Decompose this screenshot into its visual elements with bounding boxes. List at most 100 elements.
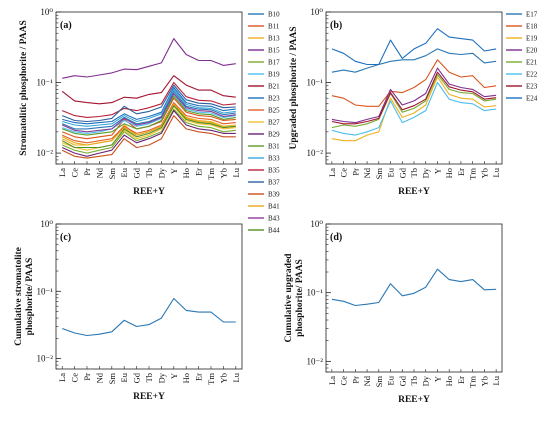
y-tick-label: 10⁻¹ xyxy=(307,288,324,298)
x-tick-label: Ce xyxy=(70,373,80,383)
legend-label-e24: E24 xyxy=(526,95,538,103)
series-line-b35 xyxy=(61,81,236,118)
x-tick-label: Yb xyxy=(218,168,228,178)
panel-label: (d) xyxy=(330,232,342,243)
series-line-b10 xyxy=(61,90,236,130)
y-tick-label: 10⁰ xyxy=(310,219,323,229)
legend-label-b44: B44 xyxy=(268,227,280,235)
x-tick-label: Pr xyxy=(82,168,92,176)
y-tick-label: 10⁻¹ xyxy=(37,286,54,296)
panel-c: 10⁰ 10⁻¹ 10⁻²La Ce Pr Nd Sm Eu Gd Tb Dy Y Ho Er Tm Yb Lu… xyxy=(14,219,243,402)
legend-label-b19: B19 xyxy=(268,71,280,79)
x-tick-label: Y xyxy=(432,376,442,382)
legend-label-b33: B33 xyxy=(268,155,280,163)
y-tick-label: 10⁻² xyxy=(37,148,54,158)
series-line-e17 xyxy=(331,48,497,73)
plot-frame xyxy=(55,223,243,370)
x-tick-label: La xyxy=(327,168,337,177)
x-tick-label: Er xyxy=(194,373,204,381)
x-tick-label: La xyxy=(327,376,337,385)
x-tick-label: Dy xyxy=(421,375,431,386)
legend-label-b35: B35 xyxy=(268,167,280,175)
y-tick-label: 10⁻² xyxy=(307,148,324,158)
series-line-e19 xyxy=(331,76,497,142)
legend-label-b25: B25 xyxy=(268,107,280,115)
series-line-b25 xyxy=(61,102,236,144)
x-tick-label: Pr xyxy=(350,168,360,176)
y-tick-label: 10⁰ xyxy=(40,7,53,17)
x-tick-label: Ho xyxy=(181,373,191,383)
x-tick-label: La xyxy=(57,373,67,382)
legend-label-b31: B31 xyxy=(268,143,280,151)
series-line-e18 xyxy=(331,59,497,107)
x-axis-label: REE+Y xyxy=(398,187,430,197)
legend-label-b29: B29 xyxy=(268,131,280,139)
x-tick-label: Sm xyxy=(374,168,384,180)
x-tick-label: Eu xyxy=(119,167,129,177)
x-tick-label: Lu xyxy=(231,372,241,382)
y-tick-label: 10⁻¹ xyxy=(37,78,54,88)
x-tick-label: Tm xyxy=(206,373,216,385)
plot-frame xyxy=(325,223,503,373)
x-axis-label: REE+Y xyxy=(398,395,430,405)
legend-label-b15: B15 xyxy=(268,47,280,55)
legend-label-b27: B27 xyxy=(268,119,280,127)
series-line-e20 xyxy=(331,67,497,124)
panel-label: (b) xyxy=(330,20,342,31)
y-axis-label: Cumulative upgradedphosphorite/ PAAS xyxy=(284,253,305,343)
x-tick-label: Tb xyxy=(409,376,419,385)
y-axis-label: Upgraded phosphorite / PAAS xyxy=(289,26,299,149)
x-tick-label: Gd xyxy=(397,167,407,178)
x-tick-label: Eu xyxy=(386,375,396,385)
x-tick-label: Lu xyxy=(231,167,241,177)
x-tick-label: Nd xyxy=(362,375,372,386)
x-tick-label: Tb xyxy=(144,168,154,177)
series-line-b41 xyxy=(61,103,236,146)
x-tick-label: Tm xyxy=(468,376,478,388)
x-tick-label: Pr xyxy=(350,376,360,384)
y-tick-label: 10⁰ xyxy=(40,219,53,229)
x-tick-label: Ce xyxy=(339,168,349,178)
legend-label-e19: E19 xyxy=(526,35,538,43)
series-line-b37 xyxy=(61,84,236,123)
panel-label: (a) xyxy=(60,20,72,31)
x-tick-label: Nd xyxy=(94,372,104,383)
x-tick-label: Nd xyxy=(94,167,104,178)
legend-label-b21: B21 xyxy=(268,83,280,91)
x-tick-label: Ce xyxy=(339,376,349,386)
x-tick-label: Dy xyxy=(156,372,166,383)
x-tick-label: Yb xyxy=(479,376,489,386)
legend-label-e18: E18 xyxy=(526,23,538,31)
x-tick-label: Er xyxy=(456,168,466,176)
y-tick-label: 10⁻¹ xyxy=(307,78,324,88)
x-tick-label: Y xyxy=(169,373,179,379)
x-tick-label: Er xyxy=(194,168,204,176)
y-tick-label: 10⁻² xyxy=(37,354,54,364)
series-line-b23 xyxy=(62,86,236,125)
x-tick-label: Tm xyxy=(206,168,216,180)
series-line-e23 xyxy=(331,71,497,125)
x-tick-label: Nd xyxy=(362,167,372,178)
x-tick-label: Ho xyxy=(444,168,454,178)
legend-label-b39: B39 xyxy=(268,191,280,199)
series-line xyxy=(331,268,497,307)
legend-label-e23: E23 xyxy=(526,83,538,91)
x-tick-label: Dy xyxy=(421,167,431,178)
legend-label-e17: E17 xyxy=(526,11,538,19)
panel-label: (c) xyxy=(60,232,71,243)
legend-label-b11: B11 xyxy=(268,23,280,31)
x-tick-label: Ce xyxy=(70,168,80,178)
legend-label-b17: B17 xyxy=(268,59,280,67)
y-axis-label-line: phosphorite/ PAAS xyxy=(25,258,35,336)
legend-label-b13: B13 xyxy=(268,35,280,43)
x-axis-label: REE+Y xyxy=(133,187,165,197)
x-tick-label: Pr xyxy=(82,373,92,381)
x-tick-label: La xyxy=(57,168,67,177)
x-tick-label: Ho xyxy=(181,168,191,178)
legend-label-b23: B23 xyxy=(268,95,280,103)
panel-a: 10⁰ 10⁻¹ 10⁻² La Ce Pr Nd Sm Eu Gd Tb Dy Y Ho Er Tm Yb Lu… xyxy=(19,7,280,235)
x-tick-label: Sm xyxy=(107,373,117,385)
x-tick-label: Yb xyxy=(218,373,228,383)
x-tick-label: Lu xyxy=(491,167,501,177)
legend-label-e21: E21 xyxy=(526,59,538,67)
